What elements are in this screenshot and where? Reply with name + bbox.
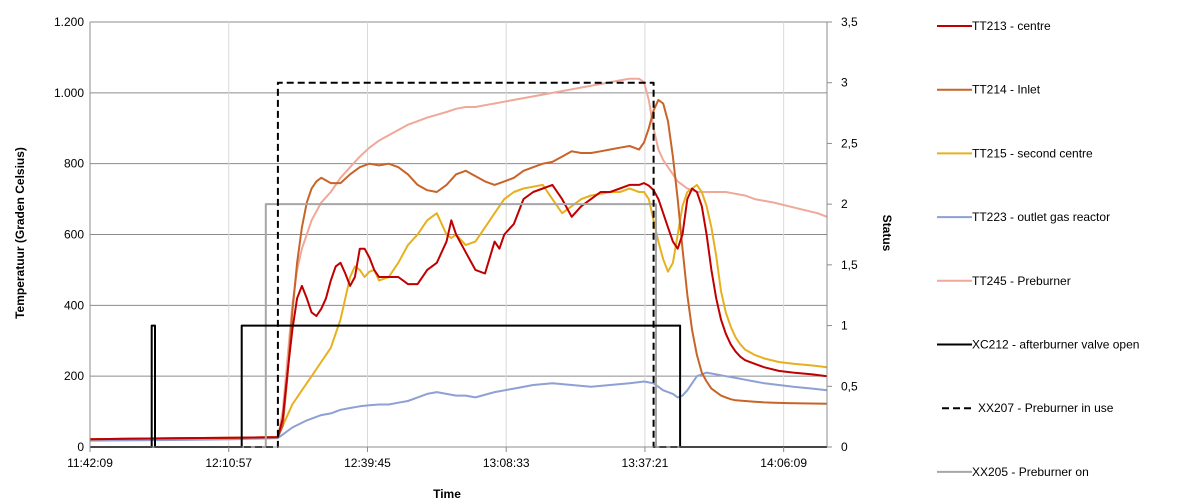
left-y-tick-label: 400 [64,298,84,312]
right-y-tick-label: 1,5 [841,258,858,272]
series-line-tt213-centre [89,182,828,441]
left-y-tick-label: 1.000 [54,86,84,100]
x-tick-label: 13:08:33 [483,456,530,470]
left-y-tick-label: 200 [64,369,84,383]
right-y-tick-label: 1 [841,319,848,333]
x-tick-label: 14:06:09 [760,456,807,470]
right-y-tick-label: 2 [841,197,848,211]
series-line-tt245-preburner [89,77,828,441]
x-tick-label: 13:37:21 [622,456,669,470]
legend-label: XC212 - afterburner valve open [972,338,1139,352]
x-axis-title: Time [433,487,461,501]
series-line-xc212-afterburner-valve-open [90,324,827,448]
legend-label: TT213 - centre [972,19,1051,33]
series-line-tt223-outlet-gas-reactor [89,371,828,442]
legend: TT213 - centre TT214 - Inlet TT215 - secon… [937,19,1139,479]
right-y-tick-label: 3,5 [841,15,858,29]
legend-label: XX207 - Preburner in use [978,401,1114,415]
series-layer [89,77,828,448]
right-y-tick-label: 3 [841,76,848,90]
legend-label: TT215 - second centre [972,146,1093,160]
legend-label: XX205 - Preburner on [972,465,1089,479]
right-y-tick-label: 0 [841,440,848,454]
series-line-tt215-second-centre [89,183,828,441]
x-tick-label: 12:39:45 [344,456,391,470]
left-y-axis-title: Temperatuur (Graden Celsius) [13,147,27,319]
series-line-tt214-inlet [89,98,828,441]
legend-label: TT223 - outlet gas reactor [972,210,1110,224]
legend-label: TT245 - Preburner [972,274,1071,288]
x-tick-label: 12:10:57 [205,456,252,470]
left-y-tick-label: 0 [77,440,84,454]
right-y-tick-label: 2,5 [841,136,858,150]
tick-labels: 0 200 400 600 800 1.000 1.200 11:42:09 12:10:57 1… [54,15,858,470]
axes [89,21,832,452]
gridlines [89,21,827,447]
right-y-tick-label: 0,5 [841,379,858,393]
right-y-axis-title: Status [880,215,894,252]
left-y-tick-label: 1.200 [54,15,84,29]
legend-label: TT214 - Inlet [972,83,1041,97]
left-y-tick-label: 800 [64,157,84,171]
left-y-tick-label: 600 [64,228,84,242]
x-tick-label: 11:42:09 [67,456,113,470]
